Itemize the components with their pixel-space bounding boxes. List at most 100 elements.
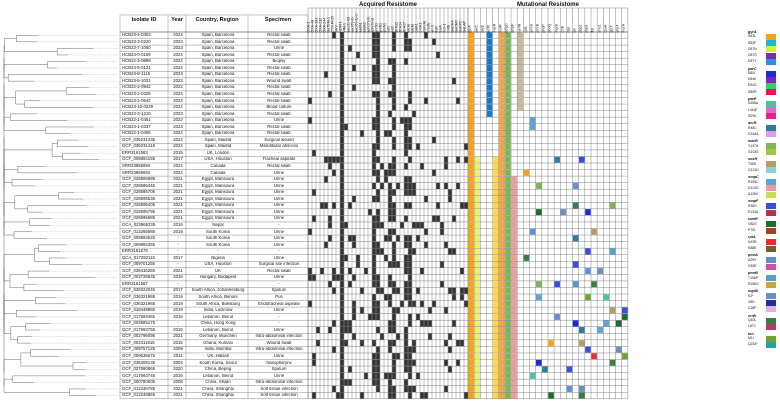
acquired-presence-cell <box>364 268 368 275</box>
mutation-cell <box>499 156 505 163</box>
acquired-presence-cell <box>340 45 344 52</box>
year: 2022 <box>173 118 183 123</box>
legend-item-label: D113G <box>748 185 759 190</box>
mutation-cell <box>499 281 505 288</box>
mutation-cell <box>517 65 524 71</box>
isolate-id: HCB23-5-1031 <box>122 78 151 83</box>
mutation-cell <box>511 196 517 202</box>
mutation-cell <box>468 71 474 78</box>
acquired-presence-cell <box>392 385 396 393</box>
acquired-presence-cell <box>348 281 352 288</box>
legend-gene-label: parE <box>748 97 757 101</box>
year: 2022 <box>173 144 183 149</box>
acquired-presence-cell <box>340 385 344 393</box>
year: 2022 <box>173 137 183 142</box>
year: - <box>177 236 179 241</box>
mutation-cell <box>505 392 511 399</box>
mutation-cell <box>499 392 505 399</box>
mutation-cell <box>511 386 517 392</box>
mutation-cell <box>511 333 517 340</box>
isolate-id: HCB23-1-0337 <box>122 124 151 129</box>
mutation-cell <box>529 117 536 124</box>
acquired-presence-cell <box>444 340 448 347</box>
isolate-id: ERR3161583 <box>122 150 148 155</box>
acquired-presence-cell <box>372 235 376 242</box>
acquired-presence-cell <box>408 143 412 150</box>
mutational-gene-label: mgrB <box>553 24 558 33</box>
mutation-cell <box>468 366 474 373</box>
acquired-presence-cell <box>408 45 412 52</box>
mutation-cell <box>511 228 517 235</box>
isolate-id: GCF_009894355 <box>122 242 155 247</box>
mutation-cell <box>517 38 524 45</box>
mutation-cell <box>486 58 493 65</box>
mutation-cell <box>505 327 511 333</box>
mutation-cell <box>505 182 511 189</box>
mutation-cell <box>572 235 579 242</box>
isolate-id: HCB22-2-0942 <box>122 85 151 90</box>
mutation-cell <box>492 320 499 327</box>
mutation-cell <box>517 51 524 58</box>
country: Egypt, Mansoura <box>201 203 235 208</box>
country: Egypt, Mansoura <box>201 216 235 221</box>
specimen: Intra-abdominal infection <box>255 380 303 385</box>
acquired-presence-cell <box>404 137 408 144</box>
isolate-id: GCA_017292115 <box>122 255 155 260</box>
mutation-cell <box>492 359 499 366</box>
acquired-presence-cell <box>372 222 376 229</box>
acquired-presence-cell <box>312 189 316 196</box>
mutation-cell <box>499 97 505 104</box>
mutation-cell <box>474 255 480 261</box>
mutation-cell <box>468 176 474 183</box>
year: 2021 <box>173 268 183 273</box>
acquired-presence-cell <box>408 254 412 262</box>
acquired-presence-cell <box>372 163 376 170</box>
year: 2021 <box>173 196 183 201</box>
country: Hungary, Budapest <box>199 275 237 280</box>
acquired-presence-cell <box>340 176 344 183</box>
isolate-id: GCA_023965335 <box>122 222 156 227</box>
mutation-cell <box>505 156 511 163</box>
specimen: Mandibular abscess <box>259 144 299 149</box>
acquired-presence-cell <box>412 248 416 255</box>
mutation-cell <box>505 169 511 176</box>
acquired-presence-cell <box>448 287 452 294</box>
mutational-gene-label: parE <box>480 25 485 33</box>
mutation-cell <box>474 372 480 379</box>
specimen: Pus <box>275 295 283 299</box>
acquired-presence-cell <box>340 379 344 386</box>
acquired-presence-cell <box>412 189 416 196</box>
year: 2024 <box>173 105 183 110</box>
mutation-cell <box>535 182 542 189</box>
acquired-presence-cell <box>404 104 408 111</box>
mutation-cell <box>535 294 542 301</box>
legend-item-label: M1I <box>748 336 754 340</box>
mutation-cell <box>499 202 505 209</box>
acquired-presence-cell <box>340 209 344 216</box>
header-isolate: Isolate ID <box>131 17 157 23</box>
acquired-presence-cell <box>372 379 376 386</box>
acquired-presence-cell <box>380 333 384 340</box>
specimen: Rectal swab <box>267 39 291 44</box>
mutation-cell <box>474 287 480 294</box>
country: South Korea, Seoul <box>199 360 237 365</box>
mutation-cell <box>499 163 505 170</box>
mutation-cell <box>474 209 480 216</box>
acquired-presence-cell <box>340 372 344 379</box>
acquired-presence-cell <box>340 392 344 399</box>
header-specimen: Specimen <box>264 17 292 23</box>
mutation-cell <box>474 261 480 268</box>
acquired-presence-cell <box>332 385 336 393</box>
acquired-presence-cell <box>340 163 344 170</box>
acquired-presence-cell <box>360 287 364 294</box>
mutation-cell <box>505 248 511 255</box>
acquired-presence-cell <box>452 287 456 294</box>
legend-swatch <box>766 113 776 120</box>
specimen: - <box>278 249 280 254</box>
acquired-presence-cell <box>372 32 376 39</box>
legend-gene-label: ompF <box>748 199 759 204</box>
acquired-presence-cell <box>376 38 380 45</box>
isolate-id: GCF_002411915 <box>122 340 155 345</box>
isolate-id: GCF_028595405 <box>122 203 155 208</box>
mutational-gene-label: uhpT <box>615 24 620 33</box>
